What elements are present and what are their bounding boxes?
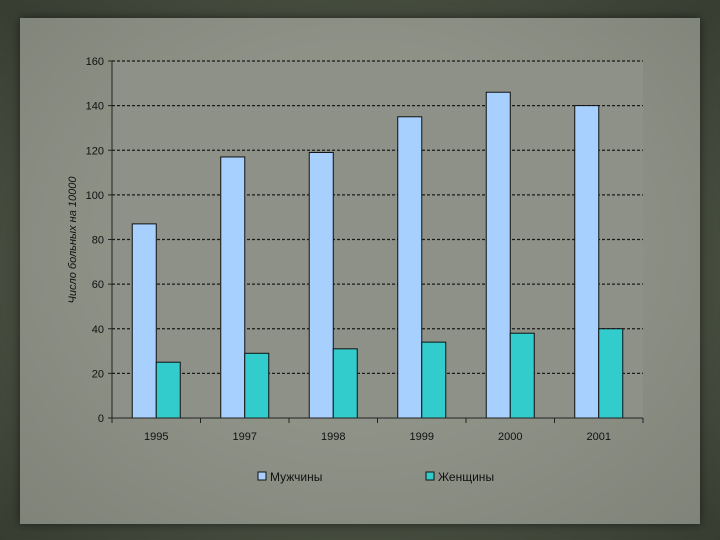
x-tick-label: 1997 [233,431,257,443]
bar-women-1997 [244,352,270,419]
y-tick-label: 0 [98,413,104,425]
x-tick-label: 2000 [498,431,522,443]
y-tick-label: 160 [86,56,104,68]
bar-men-1998 [308,151,334,419]
bar-men-1997 [220,156,246,419]
bar-women-1998 [332,348,358,419]
bar-women-1999 [421,341,447,419]
y-tick-labels: 0 20 40 60 80 100 120 140 160 [86,56,104,425]
x-tick-labels: 1995 1997 1998 1999 2000 2001 [144,431,611,443]
y-tick-label: 140 [86,101,104,113]
legend-label: Мужчины [270,470,322,484]
y-tick-label: 120 [86,145,104,157]
bar-men-2001 [574,105,600,419]
bar-men-1999 [397,116,423,419]
legend-swatch [425,471,435,481]
y-axis-label: Число больных на 10000 [67,176,79,304]
bar-women-2000 [509,332,535,419]
bar-women-2001 [598,328,624,419]
y-tick-label: 60 [92,279,104,291]
y-tick-label: 80 [92,235,104,247]
x-tick-label: 1998 [321,431,345,443]
legend-label: Женщины [438,470,494,484]
bar-men-2000 [485,91,511,419]
x-tick-label: 1995 [144,431,168,443]
legend: Мужчины Женщины [257,470,494,484]
legend-swatch [257,471,267,481]
bar-women-1995 [155,361,181,419]
bar-men-1995 [131,223,157,419]
x-tick-label: 1999 [410,431,434,443]
axes [108,60,644,423]
y-tick-label: 100 [86,190,104,202]
y-tick-label: 20 [92,368,104,380]
grid-lines [112,60,643,418]
x-tick-label: 2001 [587,431,611,443]
y-tick-label: 40 [92,324,104,336]
